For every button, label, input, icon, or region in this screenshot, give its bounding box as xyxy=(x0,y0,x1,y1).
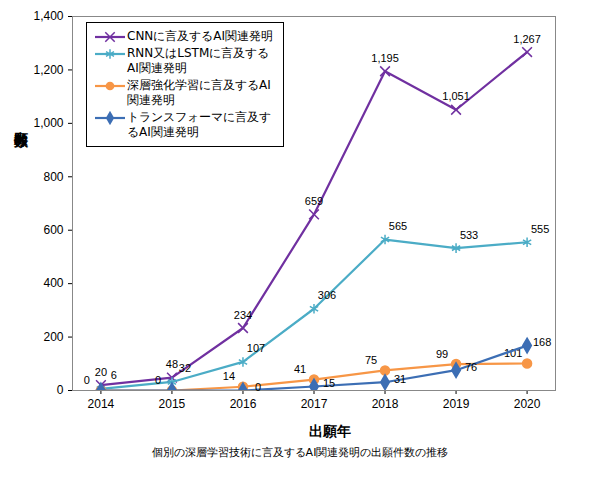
html-text:RNN又はLSTMに言及するAI関連発明: RNN又はLSTMに言及するAI関連発明 xyxy=(127,46,270,75)
html-text:トランスフォーマに言及するAI関連発明: トランスフォーマに言及するAI関連発明 xyxy=(127,110,271,139)
svg-text:2016: 2016 xyxy=(230,397,257,411)
svg-text:1,200: 1,200 xyxy=(33,63,63,77)
svg-text:600: 600 xyxy=(43,223,63,237)
svg-text:2020: 2020 xyxy=(514,397,541,411)
svg-text:168: 168 xyxy=(533,336,551,348)
svg-text:1,195: 1,195 xyxy=(371,52,399,64)
svg-text:2018: 2018 xyxy=(372,397,399,411)
svg-text:533: 533 xyxy=(460,229,478,241)
html-text:個別の深層学習技術に言及するAI関連発明の出願件数の推移: 個別の深層学習技術に言及するAI関連発明の出願件数の推移 xyxy=(151,446,449,459)
svg-text:15: 15 xyxy=(323,377,335,389)
svg-text:101: 101 xyxy=(503,347,523,359)
svg-text:32: 32 xyxy=(179,362,191,374)
svg-text:76: 76 xyxy=(465,361,477,373)
svg-text:555: 555 xyxy=(531,223,549,235)
svg-text:6: 6 xyxy=(111,369,117,381)
svg-text:48: 48 xyxy=(166,358,178,370)
svg-text:234: 234 xyxy=(234,309,252,321)
svg-text:800: 800 xyxy=(43,170,63,184)
svg-text:2019: 2019 xyxy=(443,397,470,411)
svg-text:2015: 2015 xyxy=(159,397,186,411)
svg-text:1,267: 1,267 xyxy=(513,33,541,45)
svg-text:0: 0 xyxy=(57,383,64,397)
html-text:出願年: 出願年 xyxy=(309,423,351,439)
svg-text:306: 306 xyxy=(318,289,336,301)
svg-text:1,051: 1,051 xyxy=(442,90,470,102)
svg-text:75: 75 xyxy=(365,354,377,366)
svg-text:2014: 2014 xyxy=(88,397,115,411)
svg-text:99: 99 xyxy=(436,348,448,360)
svg-text:0: 0 xyxy=(84,374,90,386)
svg-text:0: 0 xyxy=(255,381,261,393)
svg-text:41: 41 xyxy=(294,363,306,375)
svg-text:565: 565 xyxy=(389,220,407,232)
svg-text:400: 400 xyxy=(43,276,63,290)
svg-text:200: 200 xyxy=(43,330,63,344)
svg-text:107: 107 xyxy=(247,342,265,354)
html-text:深層強化学習に言及するAI関連発明: 深層強化学習に言及するAI関連発明 xyxy=(127,78,271,107)
html-text:CNNに言及するAI関連発明: CNNに言及するAI関連発明 xyxy=(127,29,274,43)
svg-text:20: 20 xyxy=(95,366,107,378)
svg-text:2017: 2017 xyxy=(301,397,328,411)
svg-text:1,000: 1,000 xyxy=(33,116,63,130)
html-text:出願件数: 出願件数 xyxy=(13,120,29,124)
svg-text:1,400: 1,400 xyxy=(33,9,63,23)
svg-text:659: 659 xyxy=(305,195,323,207)
svg-text:0: 0 xyxy=(155,374,161,386)
svg-text:31: 31 xyxy=(394,373,406,385)
svg-text:14: 14 xyxy=(223,370,235,382)
